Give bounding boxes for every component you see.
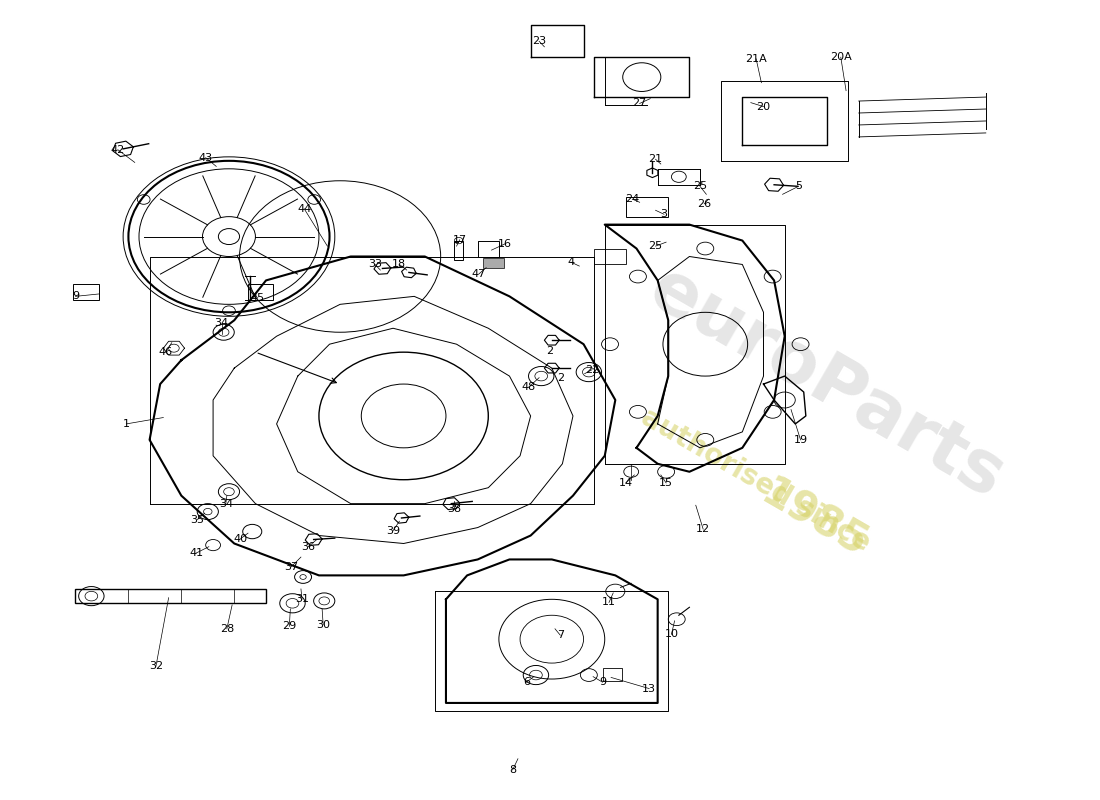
Text: 37: 37 — [285, 562, 298, 572]
Text: 19: 19 — [793, 435, 807, 445]
Text: 6: 6 — [522, 678, 530, 687]
Text: 16: 16 — [498, 238, 513, 249]
Text: euroParts: euroParts — [637, 254, 1016, 514]
Text: 20A: 20A — [829, 52, 851, 62]
Text: 18: 18 — [393, 259, 406, 270]
Bar — [594, 249, 626, 265]
Text: 38: 38 — [448, 504, 462, 514]
Text: 9: 9 — [72, 291, 79, 302]
Text: 25: 25 — [693, 182, 707, 191]
Text: 45: 45 — [251, 293, 265, 303]
Text: 2: 2 — [557, 373, 564, 382]
Text: 48: 48 — [521, 382, 536, 392]
Text: 12: 12 — [696, 524, 711, 534]
Text: 29: 29 — [283, 622, 296, 631]
Text: 17: 17 — [453, 234, 466, 245]
Text: 21A: 21A — [745, 54, 767, 64]
Text: 7: 7 — [557, 630, 564, 640]
Text: 2: 2 — [546, 346, 553, 355]
Text: authorised since: authorised since — [637, 402, 876, 557]
Text: 1: 1 — [123, 419, 130, 429]
Bar — [454, 241, 463, 261]
Text: 1985: 1985 — [752, 473, 875, 566]
Text: 26: 26 — [697, 199, 712, 209]
Text: 39: 39 — [386, 526, 400, 536]
Text: 14: 14 — [619, 478, 632, 488]
Text: 25: 25 — [649, 241, 662, 251]
Text: 32: 32 — [148, 662, 163, 671]
Text: 40: 40 — [233, 534, 248, 544]
Text: 23: 23 — [532, 36, 547, 46]
Text: 5: 5 — [795, 182, 802, 191]
Text: 15: 15 — [659, 478, 673, 488]
Text: 47: 47 — [472, 269, 486, 279]
Bar — [76, 589, 266, 603]
Text: 13: 13 — [642, 683, 657, 694]
Text: 8: 8 — [509, 765, 516, 775]
Text: 28: 28 — [220, 624, 234, 634]
Text: 41: 41 — [189, 548, 204, 558]
Text: 20: 20 — [757, 102, 771, 112]
Text: 24: 24 — [625, 194, 639, 204]
Text: 36: 36 — [301, 542, 316, 552]
Text: 11: 11 — [602, 598, 616, 607]
Text: 9: 9 — [600, 678, 606, 687]
Text: 3: 3 — [660, 210, 668, 219]
Text: 10: 10 — [664, 630, 679, 639]
Text: 27: 27 — [632, 98, 647, 109]
Bar — [74, 285, 99, 300]
Text: 42: 42 — [111, 145, 125, 154]
Bar — [603, 668, 622, 681]
Text: 46: 46 — [158, 347, 173, 357]
Text: 33: 33 — [368, 259, 382, 270]
Text: 4: 4 — [568, 257, 574, 267]
Polygon shape — [483, 258, 504, 269]
Text: 44: 44 — [297, 204, 311, 214]
Text: 35: 35 — [190, 514, 205, 525]
Text: 34: 34 — [214, 318, 229, 329]
Bar — [248, 285, 274, 300]
Text: 21: 21 — [649, 154, 662, 164]
Bar — [626, 197, 668, 217]
Text: 30: 30 — [316, 620, 330, 630]
Text: 34: 34 — [219, 498, 233, 509]
Text: 43: 43 — [199, 153, 212, 162]
Text: 31: 31 — [295, 594, 309, 604]
Text: 22: 22 — [585, 365, 600, 374]
